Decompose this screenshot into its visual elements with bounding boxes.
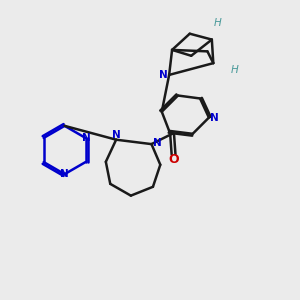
Text: H: H [230, 65, 238, 76]
Text: N: N [210, 112, 219, 123]
Text: N: N [153, 138, 162, 148]
Text: N: N [159, 70, 168, 80]
Text: N: N [112, 130, 121, 140]
Text: N: N [82, 133, 91, 143]
Text: H: H [214, 18, 222, 28]
Text: O: O [168, 153, 179, 166]
Text: N: N [60, 169, 69, 179]
